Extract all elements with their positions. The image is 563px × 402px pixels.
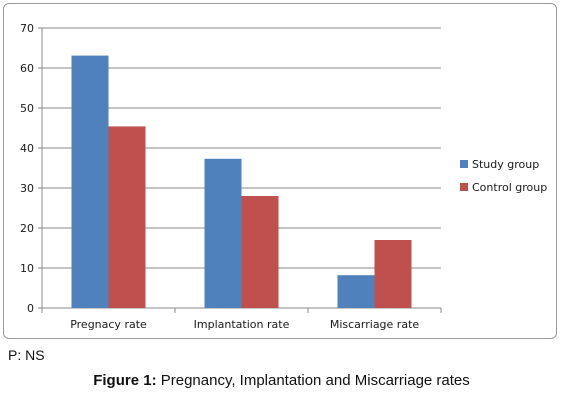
y-tick-label: 40: [20, 142, 34, 155]
bar: [71, 55, 109, 308]
bar: [241, 196, 279, 308]
y-tick-label: 70: [20, 22, 34, 35]
y-tick-label: 50: [20, 102, 34, 115]
legend-swatch: [460, 183, 468, 191]
x-tick-label: Implantation rate: [194, 318, 290, 331]
legend-label: Study group: [472, 158, 539, 171]
y-tick-label: 10: [20, 262, 34, 275]
legend-swatch: [460, 160, 468, 168]
y-tick-label: 60: [20, 62, 34, 75]
bar: [374, 240, 412, 308]
y-tick-label: 0: [27, 302, 34, 315]
bar: [108, 126, 146, 309]
legend-label: Control group: [472, 181, 547, 194]
figure-caption-label: Figure 1:: [93, 372, 157, 389]
x-tick-label: Pregnacy rate: [70, 318, 147, 331]
bar: [204, 158, 242, 308]
x-tick-label: Miscarriage rate: [330, 318, 420, 331]
y-tick-label: 30: [20, 182, 34, 195]
bar-chart: 0 10 20 30 40 50 60 70 Pregnacy rate Implantation…: [20, 22, 547, 331]
bar: [337, 275, 375, 308]
y-tick-label: 20: [20, 222, 34, 235]
figure-caption: Figure 1: Pregnancy, Implantation and Mi…: [0, 372, 563, 389]
figure-caption-text: Pregnancy, Implantation and Miscarriage …: [156, 372, 470, 389]
p-value-note: P: NS: [8, 347, 45, 363]
